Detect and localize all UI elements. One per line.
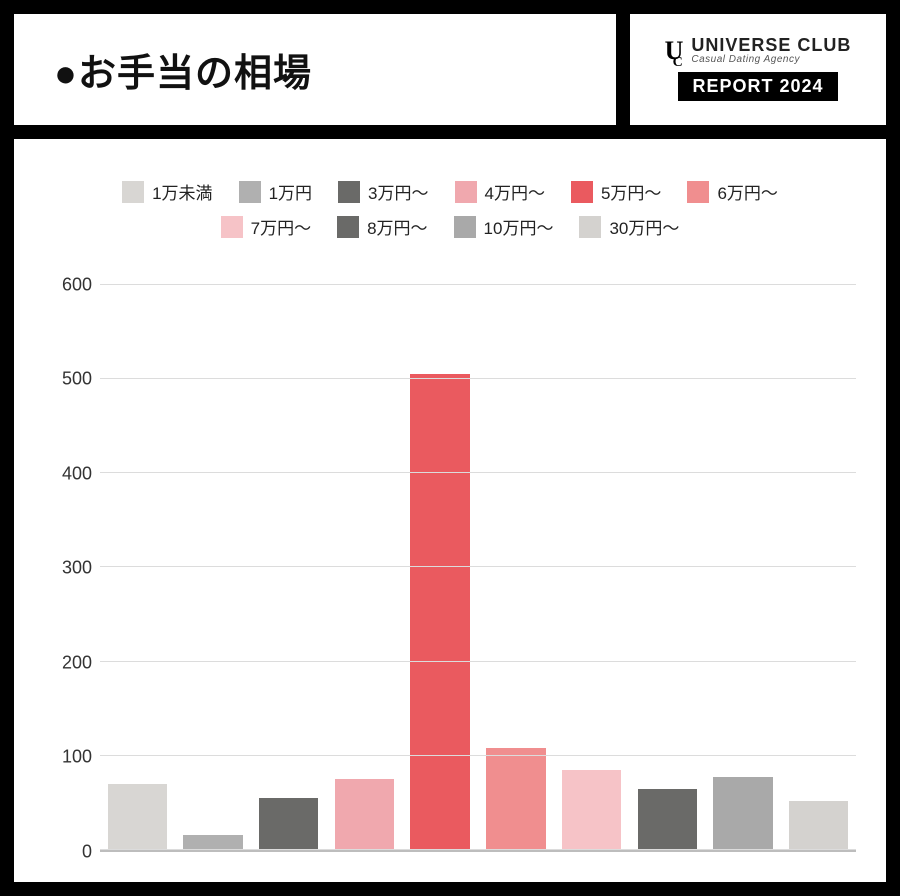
- gridline: [100, 378, 856, 379]
- legend-swatch-icon: [221, 216, 243, 238]
- y-tick-label: 400: [62, 463, 92, 484]
- bar: [259, 798, 318, 850]
- bar: [789, 801, 848, 850]
- report-frame: ●お手当の相場 UC UNIVERSE CLUB Casual Dating A…: [0, 0, 900, 896]
- legend-swatch-icon: [337, 216, 359, 238]
- plot-area: [100, 247, 856, 852]
- bar: [638, 789, 697, 850]
- y-tick-label: 200: [62, 652, 92, 673]
- legend-swatch-icon: [338, 181, 360, 203]
- brand-tagline: Casual Dating Agency: [691, 55, 851, 66]
- legend-label: 10万円～: [484, 214, 554, 239]
- legend-item: 5万円～: [571, 179, 661, 204]
- legend-label: 30万円～: [609, 214, 679, 239]
- gridline: [100, 472, 856, 473]
- y-tick-label: 0: [82, 842, 92, 863]
- legend-item: 3万円～: [338, 179, 428, 204]
- gridline: [100, 755, 856, 756]
- legend-label: 3万円～: [368, 179, 428, 204]
- legend-swatch-icon: [687, 181, 709, 203]
- legend-swatch-icon: [122, 181, 144, 203]
- legend-swatch-icon: [455, 181, 477, 203]
- header-row: ●お手当の相場 UC UNIVERSE CLUB Casual Dating A…: [14, 14, 886, 139]
- legend-label: 1万未満: [152, 179, 212, 204]
- chart-legend: 1万未満 1万円 3万円～ 4万円～ 5万円～ 6万円～ 7万円～ 8万円～ 10万円～ 30万円…: [34, 179, 866, 239]
- brand-lockup: UC UNIVERSE CLUB Casual Dating Agency: [665, 36, 852, 65]
- y-tick-label: 600: [62, 274, 92, 295]
- legend-label: 8万円～: [367, 214, 427, 239]
- plot-wrap: 0100200300400500600: [34, 247, 866, 852]
- legend-item: 30万円～: [579, 214, 679, 239]
- y-tick-label: 300: [62, 558, 92, 579]
- bar: [562, 770, 621, 850]
- brand-cell: UC UNIVERSE CLUB Casual Dating Agency RE…: [616, 14, 886, 125]
- legend-item: 4万円～: [455, 179, 545, 204]
- legend-item: 10万円～: [454, 214, 554, 239]
- gridline: [100, 661, 856, 662]
- legend-swatch-icon: [239, 181, 261, 203]
- legend-item: 1万未満: [122, 179, 212, 204]
- legend-label: 5万円～: [601, 179, 661, 204]
- y-tick-label: 500: [62, 369, 92, 390]
- chart-area: 1万未満 1万円 3万円～ 4万円～ 5万円～ 6万円～ 7万円～ 8万円～ 10万円～ 30万円…: [14, 139, 886, 882]
- legend-label: 4万円～: [485, 179, 545, 204]
- legend-swatch-icon: [454, 216, 476, 238]
- bar: [183, 835, 242, 850]
- legend-item: 6万円～: [687, 179, 777, 204]
- bar: [410, 374, 469, 850]
- legend-item: 1万円: [239, 179, 312, 204]
- gridline: [100, 566, 856, 567]
- page-title: ●お手当の相場: [54, 42, 312, 97]
- bar: [335, 779, 394, 850]
- brand-name: UNIVERSE CLUB: [691, 36, 851, 55]
- bars-container: [100, 247, 856, 850]
- bar: [713, 777, 772, 850]
- y-axis: 0100200300400500600: [44, 247, 100, 852]
- bar: [486, 748, 545, 850]
- title-cell: ●お手当の相場: [14, 14, 616, 125]
- y-tick-label: 100: [62, 747, 92, 768]
- legend-label: 7万円～: [251, 214, 311, 239]
- brand-logo-c: C: [673, 56, 683, 70]
- legend-swatch-icon: [579, 216, 601, 238]
- brand-logo-icon: UC: [665, 38, 684, 64]
- legend-item: 8万円～: [337, 214, 427, 239]
- legend-label: 1万円: [269, 179, 312, 204]
- report-badge: REPORT 2024: [678, 72, 837, 101]
- legend-label: 6万円～: [717, 179, 777, 204]
- gridline: [100, 284, 856, 285]
- gridline: [100, 849, 856, 850]
- legend-swatch-icon: [571, 181, 593, 203]
- legend-item: 7万円～: [221, 214, 311, 239]
- bar: [108, 784, 167, 850]
- brand-text: UNIVERSE CLUB Casual Dating Agency: [691, 36, 851, 65]
